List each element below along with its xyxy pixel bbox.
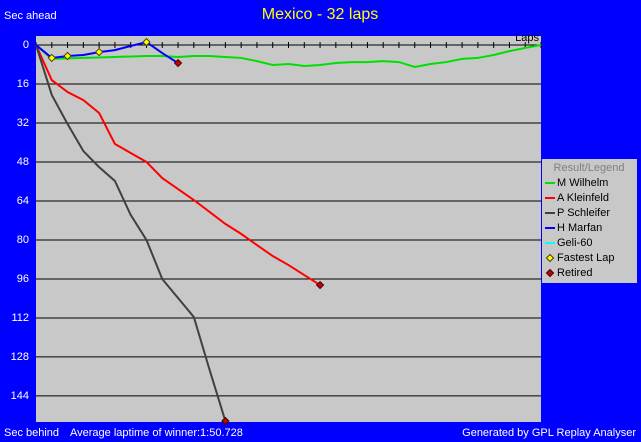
series-line [35,44,321,286]
legend-label: H Marfan [557,222,602,234]
legend-box [542,159,637,283]
y-tick-label: 112 [11,312,29,324]
footer-right: Generated by GPL Replay Analyser [462,427,636,439]
fastest-lap-marker [142,37,151,47]
chart-title: Mexico - 32 laps [262,6,379,23]
legend-label: Retired [557,267,592,279]
y-tick-label: 64 [17,195,29,207]
retired-marker [315,280,325,290]
legend-label: P Schleifer [557,207,610,219]
plot-area [36,36,541,422]
y-label-top: Sec ahead [4,10,57,22]
y-tick-label: 96 [17,273,29,285]
y-tick-label: 32 [17,117,29,129]
y-tick-label: 0 [23,39,29,51]
retired-marker [221,416,230,426]
footer-left: Average laptime of winner:1:50.728 [70,427,243,439]
legend-retired-icon [545,268,555,278]
series-line [35,44,227,422]
y-tick-label: 16 [17,78,29,90]
series-line [35,44,542,68]
fastest-lap-marker [47,53,56,63]
series-line [35,41,179,64]
retired-marker [173,58,183,68]
y-tick-label: 144 [11,390,29,402]
x-label: Laps [515,32,539,44]
legend-title: Result/Legend [554,162,625,174]
legend-label: M Wilhelm [557,177,608,189]
y-tick-label: 128 [11,351,29,363]
legend-label: Fastest Lap [557,252,614,264]
y-tick-label: 48 [17,156,29,168]
legend-fastest-icon [545,253,555,263]
y-tick-label: 80 [17,234,29,246]
y-label-bottom: Sec behind [4,427,59,439]
fastest-lap-marker [94,47,104,57]
fastest-lap-marker [63,51,72,61]
legend-label: A Kleinfeld [557,192,609,204]
legend-label: Geli-60 [557,237,592,249]
